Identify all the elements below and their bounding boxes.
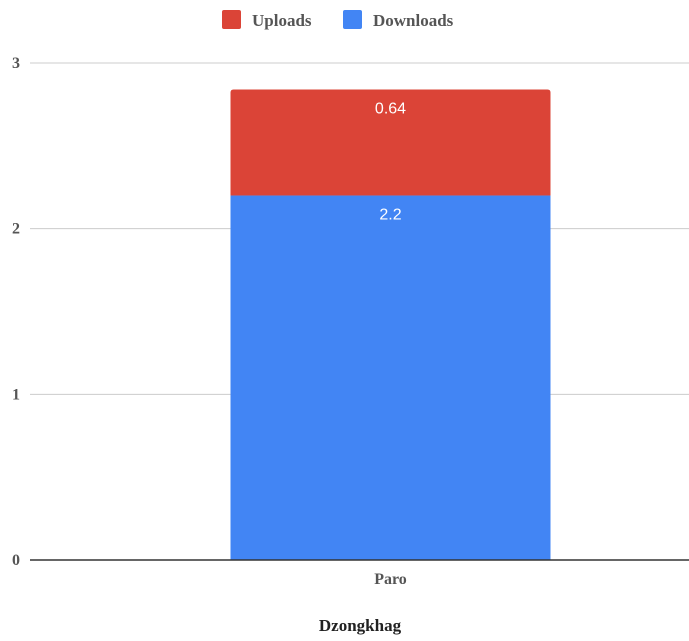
legend-swatch-downloads [343,10,362,29]
chart-legend: Uploads Downloads [222,10,454,30]
legend-label-uploads: Uploads [252,11,312,30]
chart-bars: 2.2 0.64 [230,89,551,561]
y-axis-ticks: 0 1 2 3 [12,55,20,569]
data-label-uploads: 0.64 [375,101,406,118]
data-label-downloads: 2.2 [379,207,401,224]
legend-label-downloads: Downloads [373,11,454,30]
y-tick-label: 2 [12,221,20,238]
y-tick-label: 0 [12,552,20,569]
y-tick-label: 1 [12,386,20,403]
legend-swatch-uploads [222,10,241,29]
y-tick-label: 3 [12,55,20,72]
bar-segment-downloads [230,195,551,561]
x-tick-label: Paro [374,571,407,588]
x-axis-title: Dzongkhag [319,616,402,635]
x-axis-ticks: Paro [374,571,407,588]
bar-segment-uploads [230,89,551,196]
